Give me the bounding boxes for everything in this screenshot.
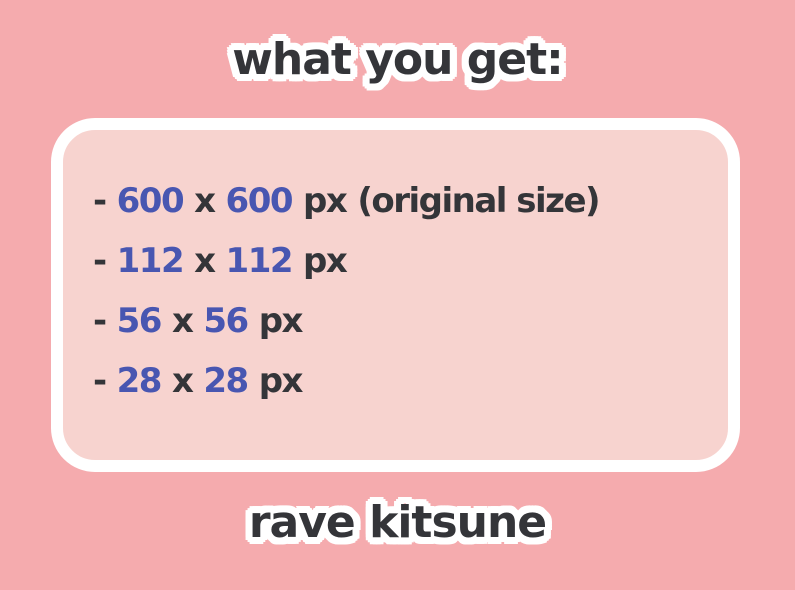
size-list-item: - 112 x 112 px bbox=[93, 231, 728, 291]
bullet-dash: - bbox=[93, 301, 107, 341]
bullet-dash: - bbox=[93, 361, 107, 401]
size-note: (original size) bbox=[357, 181, 600, 221]
size-list-item: - 600 x 600 px (original size) bbox=[93, 171, 728, 231]
size-unit: px bbox=[258, 301, 304, 341]
size-list-item: - 56 x 56 px bbox=[93, 291, 728, 351]
bullet-dash: - bbox=[93, 181, 107, 221]
size-unit: px bbox=[303, 181, 348, 221]
size-unit: px bbox=[258, 361, 304, 401]
size-height-value: 112 bbox=[225, 241, 294, 281]
brand-name: rave kitsune bbox=[248, 497, 547, 548]
size-width-value: 112 bbox=[116, 241, 185, 281]
size-list: - 600 x 600 px (original size) - 112 x 1… bbox=[63, 130, 728, 411]
size-height-value: 600 bbox=[225, 181, 294, 221]
bullet-dash: - bbox=[93, 241, 107, 281]
size-height-value: 56 bbox=[203, 301, 249, 341]
page-title: what you get: bbox=[232, 34, 564, 85]
size-height-value: 28 bbox=[203, 361, 249, 401]
size-width-value: 600 bbox=[116, 181, 185, 221]
size-list-item: - 28 x 28 px bbox=[93, 351, 728, 411]
size-separator: x bbox=[171, 301, 194, 341]
size-unit: px bbox=[303, 241, 348, 281]
size-separator: x bbox=[194, 241, 216, 281]
size-panel: - 600 x 600 px (original size) - 112 x 1… bbox=[51, 118, 740, 472]
size-separator: x bbox=[171, 361, 194, 401]
size-width-value: 28 bbox=[116, 361, 163, 401]
size-width-value: 56 bbox=[116, 301, 163, 341]
size-separator: x bbox=[194, 181, 216, 221]
